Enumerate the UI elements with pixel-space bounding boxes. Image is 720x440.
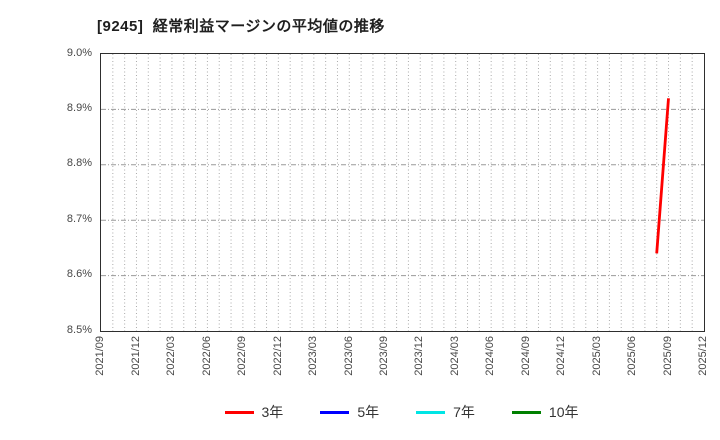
y-axis-tick-label: 8.8% xyxy=(66,157,92,170)
legend-item-7年: 7年 xyxy=(416,403,475,421)
legend-item-5年: 5年 xyxy=(320,403,379,421)
legend-line-swatch xyxy=(320,410,350,414)
legend-label: 3年 xyxy=(261,404,284,420)
legend-label: 5年 xyxy=(357,404,380,420)
y-axis-tick-label: 8.7% xyxy=(66,212,92,225)
plot-grid-and-series xyxy=(101,54,704,331)
legend-item-10年: 10年 xyxy=(511,403,579,421)
chart-title: [9245] 経常利益マージンの平均値の推移 xyxy=(97,18,385,35)
plot-area xyxy=(100,53,705,332)
legend-line-swatch xyxy=(224,410,254,414)
y-axis-tick-label: 8.5% xyxy=(66,323,92,336)
series-line-3年 xyxy=(655,98,670,254)
legend-label: 10年 xyxy=(548,404,579,420)
legend: 3年 5年 7年 10年 xyxy=(100,403,703,421)
legend-item-3年: 3年 xyxy=(224,403,284,421)
legend-label: 7年 xyxy=(453,404,475,420)
y-axis-tick-label: 8.6% xyxy=(66,268,92,281)
y-axis-tick-label: 9.0% xyxy=(66,46,92,59)
legend-line-swatch xyxy=(416,410,446,414)
legend-line-swatch xyxy=(511,410,541,414)
y-axis-tick-label: 8.9% xyxy=(66,101,92,114)
